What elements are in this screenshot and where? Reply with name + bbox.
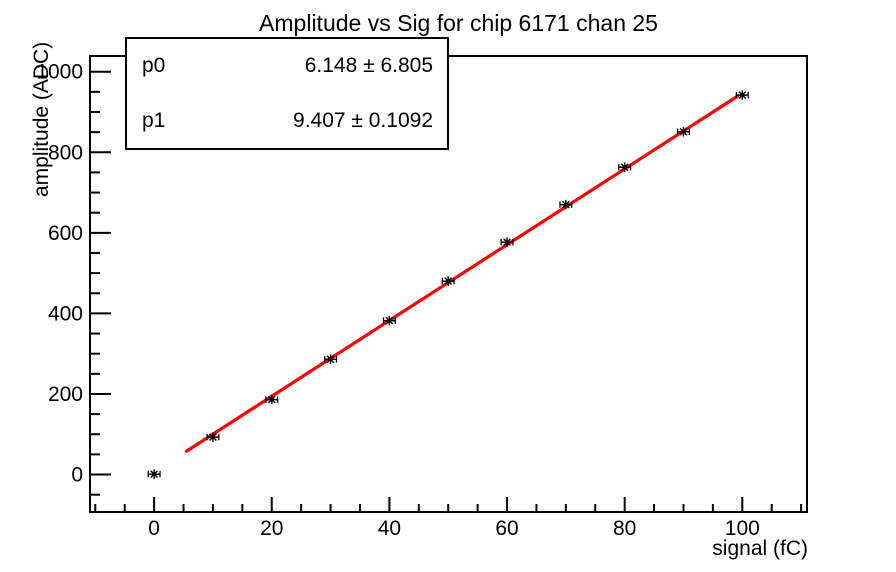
data-point-marker	[738, 91, 747, 99]
x-tick-label: 20	[260, 517, 283, 540]
data-point-marker	[326, 355, 335, 364]
y-tick-label: 400	[48, 302, 83, 325]
data-point-marker	[209, 433, 217, 441]
data-point-marker	[620, 163, 629, 172]
y-tick-label: 1000	[36, 61, 83, 84]
stats-param-value: 9.407 ± 0.1092	[293, 108, 433, 132]
x-tick-label: 40	[378, 517, 401, 540]
y-tick-label: 0	[71, 464, 83, 487]
y-tick-label: 600	[48, 222, 83, 245]
data-point-marker	[267, 395, 276, 404]
x-tick-label: 100	[725, 517, 760, 540]
stats-row-p1: p1 9.407 ± 0.1092	[127, 109, 447, 133]
stats-param-name: p1	[142, 108, 166, 132]
data-point-marker	[679, 127, 688, 136]
stats-box: p0 6.148 ± 6.805 p1 9.407 ± 0.1092	[125, 37, 449, 150]
fit-line	[184, 94, 740, 453]
stats-row-p0: p0 6.148 ± 6.805	[127, 54, 447, 78]
data-point-marker	[150, 470, 159, 479]
stats-param-value: 6.148 ± 6.805	[304, 54, 433, 78]
x-tick-label: 0	[148, 517, 160, 540]
stats-param-name: p0	[142, 54, 166, 78]
chart-title: Amplitude vs Sig for chip 6171 chan 25	[259, 10, 658, 36]
y-axis-title: amplitude (ADC)	[30, 41, 53, 197]
x-tick-label: 80	[613, 517, 636, 540]
data-point-marker	[385, 316, 394, 325]
x-axis-title: signal (fC)	[712, 537, 808, 560]
data-point-marker	[444, 277, 453, 286]
data-point-marker	[503, 238, 511, 247]
x-tick-label: 60	[495, 517, 518, 540]
y-tick-label: 200	[48, 383, 83, 406]
y-tick-label: 800	[48, 141, 83, 164]
data-point-marker	[561, 200, 570, 209]
